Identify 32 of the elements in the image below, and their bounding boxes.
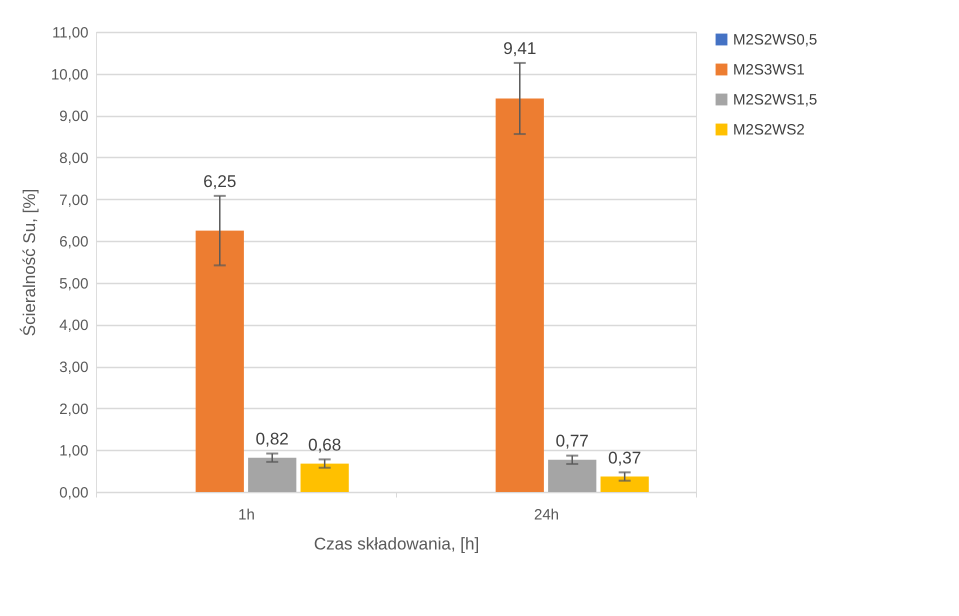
y-tick-label: 0,00 [59,484,88,502]
y-tick-label: 1,00 [59,442,88,460]
y-tick-label: 3,00 [59,359,88,376]
bar [300,464,349,492]
data-label: 0,68 [308,435,342,454]
bar [496,98,544,492]
x-tick-label: 1h [238,506,255,524]
y-tick-label: 9,00 [59,108,88,126]
y-tick-label: 2,00 [59,400,88,418]
x-axis-title: Czas składowania, [h] [314,534,480,554]
data-label: 0,37 [608,448,642,468]
y-tick-label: 6,00 [59,234,88,251]
y-tick-label: 7,00 [59,192,88,209]
data-label: 9,41 [503,38,536,58]
bar [196,230,244,492]
legend-label: M2S3WS1 [733,62,805,78]
y-axis-title: Ścieralność Su, [%] [18,188,39,336]
y-tick-label: 10,00 [50,66,88,84]
y-tick-label: 4,00 [59,317,88,334]
data-label: 6,25 [203,172,236,191]
bar [600,476,649,492]
legend-label: M2S2WS0,5 [733,32,818,48]
x-tick-label: 24h [534,506,560,524]
legend-label: M2S2WS2 [733,122,805,138]
bar [248,458,296,492]
y-tick-label: 11,00 [52,24,88,42]
bar [548,460,596,492]
y-tick-label: 8,00 [59,150,88,167]
data-label: 0,82 [256,430,289,449]
data-label: 0,77 [556,432,589,451]
y-tick-label: 5,00 [59,275,88,292]
legend-label: M2S2WS1,5 [733,92,818,108]
